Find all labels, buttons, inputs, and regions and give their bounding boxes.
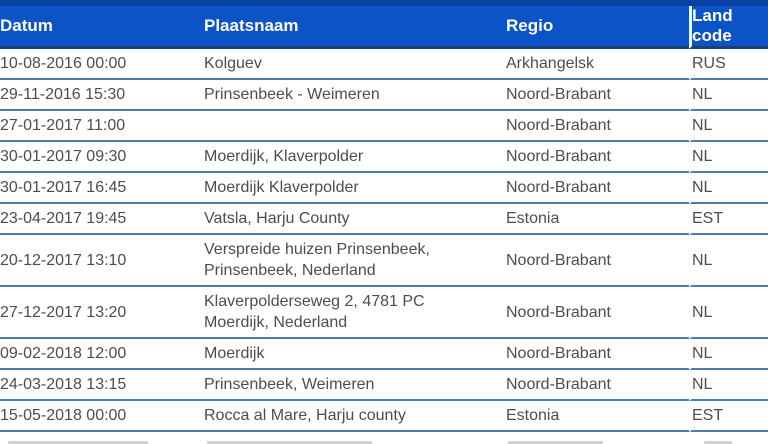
cell-landcode: NL (689, 111, 768, 142)
cell-plaatsnaam: Prinsenbeek - Weimeren (204, 80, 506, 111)
cell-regio: Noord-Brabant (506, 111, 689, 142)
header-row: Datum Plaatsnaam Regio Land code (0, 6, 768, 49)
cell-landcode: NL (689, 173, 768, 204)
cell-landcode: NL (689, 287, 768, 339)
cell-plaatsnaam: Vatsla, Harju County (204, 204, 506, 235)
table-row: 24-03-2018 13:15 Prinsenbeek, Weimeren N… (0, 370, 768, 401)
cell-datum: 30-01-2017 09:30 (0, 142, 204, 173)
cell-plaatsnaam: Moerdijk (204, 339, 506, 370)
table-header: Datum Plaatsnaam Regio Land code (0, 6, 768, 49)
cell-datum: 24-03-2018 13:15 (0, 370, 204, 401)
cell-plaatsnaam: Klaverpolderseweg 2, 4781 PC Moerdijk, N… (204, 287, 506, 339)
cell-regio: Noord-Brabant (506, 370, 689, 401)
cell-landcode: NL (689, 339, 768, 370)
table-body: 10-08-2016 00:00 Kolguev Arkhangelsk RUS… (0, 49, 768, 432)
table-row: 30-01-2017 16:45 Moerdijk Klaverpolder N… (0, 173, 768, 204)
cell-landcode: EST (689, 204, 768, 235)
column-header-datum: Datum (0, 6, 204, 49)
cell-plaatsnaam: Verspreide huizen Prinsenbeek, Prinsenbe… (204, 235, 506, 287)
cell-datum: 10-08-2016 00:00 (0, 49, 204, 80)
cell-landcode: NL (689, 370, 768, 401)
table-row: 10-08-2016 00:00 Kolguev Arkhangelsk RUS (0, 49, 768, 80)
cell-landcode: NL (689, 80, 768, 111)
cell-landcode: NL (689, 235, 768, 287)
cell-regio: Estonia (506, 204, 689, 235)
cell-datum: 29-11-2016 15:30 (0, 80, 204, 111)
table-row: 15-05-2018 00:00 Rocca al Mare, Harju co… (0, 401, 768, 432)
cell-datum: 20-12-2017 13:10 (0, 235, 204, 287)
cell-regio: Noord-Brabant (506, 142, 689, 173)
cell-regio: Estonia (506, 401, 689, 432)
table-row: 30-01-2017 09:30 Moerdijk, Klaverpolder … (0, 142, 768, 173)
cell-plaatsnaam: Kolguev (204, 49, 506, 80)
cell-regio: Noord-Brabant (506, 339, 689, 370)
cell-plaatsnaam (204, 111, 506, 142)
cell-regio: Noord-Brabant (506, 287, 689, 339)
table-row: 09-02-2018 12:00 Moerdijk Noord-Brabant … (0, 339, 768, 370)
cropped-next-row (0, 432, 768, 444)
cell-datum: 15-05-2018 00:00 (0, 401, 204, 432)
table-row: 23-04-2017 19:45 Vatsla, Harju County Es… (0, 204, 768, 235)
cell-datum: 27-01-2017 11:00 (0, 111, 204, 142)
table-row: 29-11-2016 15:30 Prinsenbeek - Weimeren … (0, 80, 768, 111)
cell-landcode: NL (689, 142, 768, 173)
header-top-strip (0, 0, 768, 6)
table-row: 27-12-2017 13:20 Klaverpolderseweg 2, 47… (0, 287, 768, 339)
events-table: Datum Plaatsnaam Regio Land code 10-08-2… (0, 6, 768, 432)
cell-landcode: EST (689, 401, 768, 432)
cell-plaatsnaam: Prinsenbeek, Weimeren (204, 370, 506, 401)
cell-regio: Noord-Brabant (506, 235, 689, 287)
cell-datum: 09-02-2018 12:00 (0, 339, 204, 370)
cell-regio: Arkhangelsk (506, 49, 689, 80)
table-row: 27-01-2017 11:00 Noord-Brabant NL (0, 111, 768, 142)
column-header-landcode: Land code (689, 6, 768, 49)
cell-datum: 27-12-2017 13:20 (0, 287, 204, 339)
cell-plaatsnaam: Rocca al Mare, Harju county (204, 401, 506, 432)
cell-plaatsnaam: Moerdijk Klaverpolder (204, 173, 506, 204)
table-row: 20-12-2017 13:10 Verspreide huizen Prins… (0, 235, 768, 287)
cell-regio: Noord-Brabant (506, 173, 689, 204)
cell-datum: 30-01-2017 16:45 (0, 173, 204, 204)
cell-plaatsnaam: Moerdijk, Klaverpolder (204, 142, 506, 173)
cell-landcode: RUS (689, 49, 768, 80)
cell-regio: Noord-Brabant (506, 80, 689, 111)
column-header-plaatsnaam: Plaatsnaam (204, 6, 506, 49)
cell-datum: 23-04-2017 19:45 (0, 204, 204, 235)
column-header-regio: Regio (506, 6, 689, 49)
